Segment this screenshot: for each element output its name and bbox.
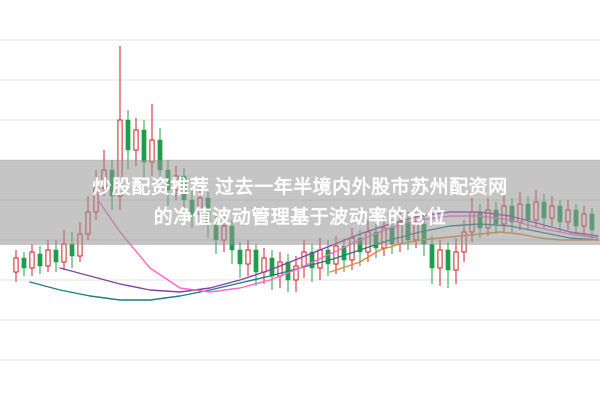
overlay-caption-line-1: 炒股配资推荐 过去一年半境内外股市苏州配资网: [92, 176, 508, 198]
overlay-caption-band: 炒股配资推荐 过去一年半境内外股市苏州配资网 的净值波动管理基于波动率的仓位: [0, 160, 600, 245]
overlay-caption-line-2: 的净值波动管理基于波动率的仓位: [153, 206, 447, 228]
